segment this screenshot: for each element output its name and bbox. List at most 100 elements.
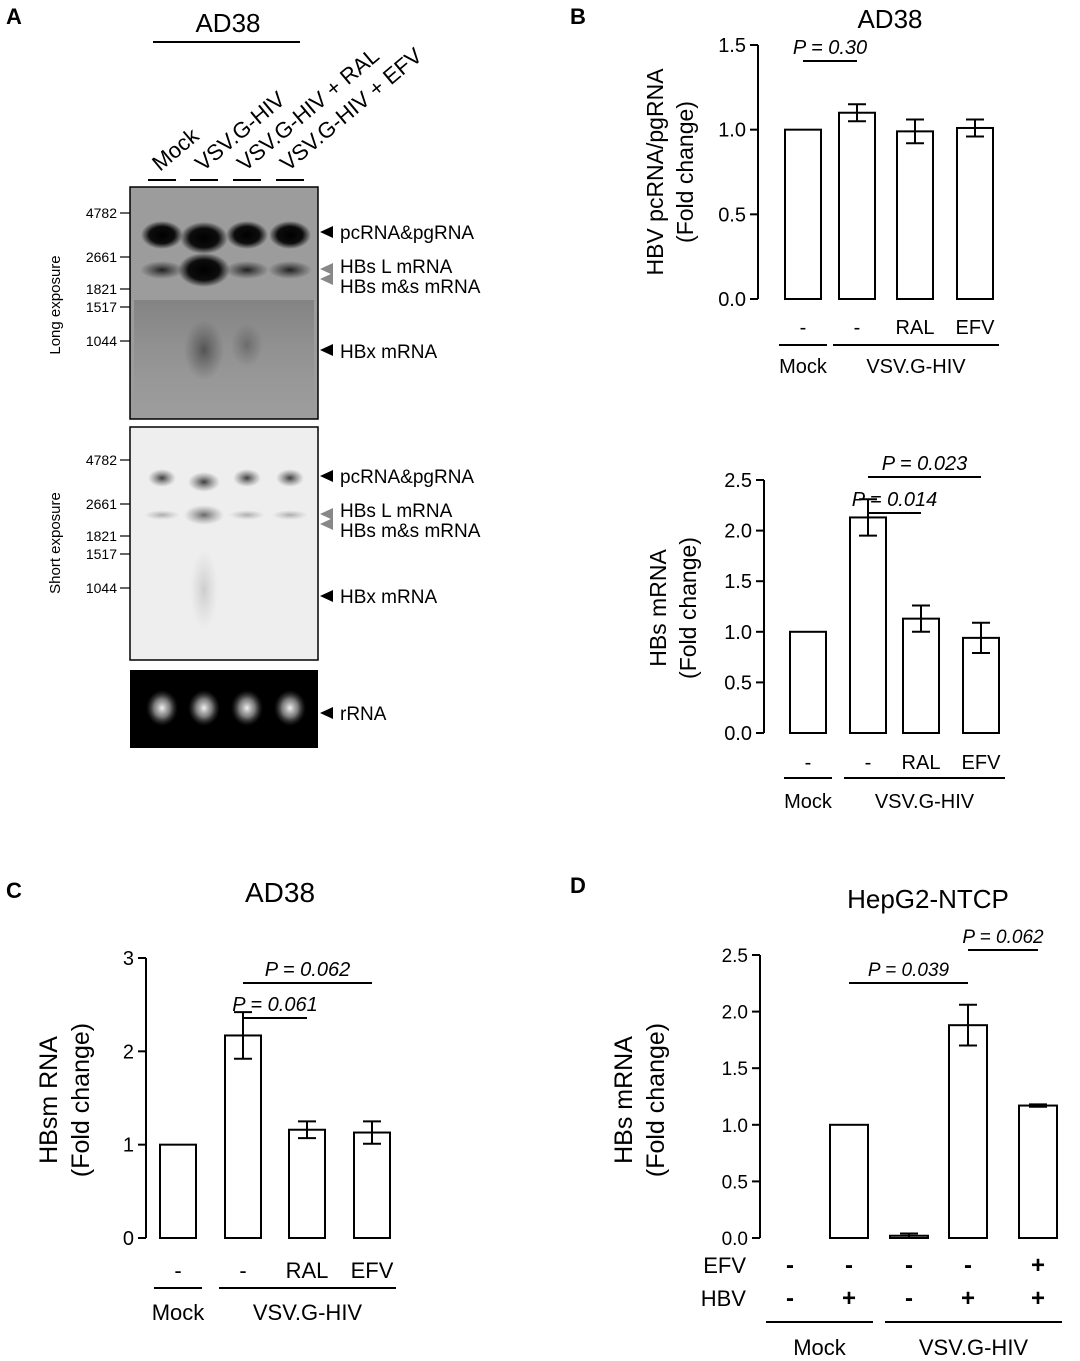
band-annotations-short: pcRNA&pgRNA HBs L mRNA HBs m&s mRNA HBx … [320, 467, 481, 608]
category-label: EFV [956, 317, 996, 339]
y-tick-label: 2.0 [724, 521, 752, 543]
blot-title: AD38 [195, 8, 260, 38]
bar-chart-2: HBs mRNA (Fold change) 0.0 0.5 1.0 1.5 2.0 2.5 -… [645, 453, 1005, 813]
band-label-rrna: rRNA [340, 704, 387, 725]
y-tick-label: 1 [123, 1135, 134, 1157]
marker-label: 1821 [86, 528, 117, 544]
y-tick-label: 0 [123, 1228, 134, 1250]
marker-label: 1821 [86, 281, 117, 297]
row-cell: + [1031, 1252, 1045, 1279]
row-cell: - [786, 1285, 794, 1312]
bar [288, 1128, 326, 1239]
band-label-hbx: HBx mRNA [340, 587, 437, 608]
long-exposure-bands [134, 221, 314, 410]
marker-label: 4782 [86, 452, 117, 468]
arrow-pcrna-icon [320, 226, 333, 238]
category-label: EFV [351, 1258, 394, 1283]
arrow-hbs-ms-icon [320, 273, 333, 285]
bar [789, 630, 827, 734]
bar [829, 1123, 869, 1240]
y-tick-label: 1.5 [722, 1059, 748, 1080]
y-axis-label: (Fold change) [675, 537, 701, 679]
group-label: Mock [779, 356, 828, 378]
y-tick-label: 2.5 [724, 470, 752, 492]
group-label: Mock [152, 1300, 206, 1325]
band-label-hbs-l: HBs L mRNA [340, 501, 453, 522]
y-axis-label: HBs mRNA [610, 1036, 638, 1164]
row-cell: - [964, 1252, 972, 1279]
row-cell: - [786, 1252, 794, 1279]
band-label-hbs-ms: HBs m&s mRNA [340, 277, 481, 298]
bar [1018, 1104, 1058, 1240]
y-tick-label: 1.0 [718, 120, 746, 142]
pvalue-label: P = 0.30 [793, 37, 867, 59]
arrow-rrna-icon [320, 707, 333, 719]
group-label: Mock [793, 1335, 847, 1360]
bar [948, 1024, 988, 1239]
category-label: - [174, 1258, 181, 1283]
band-label-hbx: HBx mRNA [340, 342, 437, 363]
y-tick-label: 2 [123, 1041, 134, 1063]
panel-label-a: A [6, 4, 22, 29]
pvalue-label: P = 0.039 [868, 960, 950, 981]
bar [784, 128, 822, 300]
marker-label: 1044 [86, 333, 117, 349]
y-axis-label: HBs mRNA [645, 549, 671, 667]
pvalue-label: P = 0.062 [962, 927, 1044, 948]
panel-label-d: D [570, 873, 586, 898]
y-tick-label: 1.0 [724, 622, 752, 644]
short-exposure-label: Short exposure [47, 492, 64, 594]
bar [353, 1131, 391, 1239]
arrow-hbs-l-icon [320, 263, 333, 275]
group-label: VSV.G-HIV [875, 791, 975, 813]
band-label-pcrna: pcRNA&pgRNA [340, 223, 474, 244]
size-markers-short: 4782 2661 1821 1517 1044 [86, 452, 130, 596]
row-cell: + [842, 1285, 856, 1312]
y-tick-label: 2.0 [722, 1003, 748, 1024]
row-cell: - [845, 1252, 853, 1279]
y-tick-label: 0.5 [718, 204, 746, 226]
marker-label: 2661 [86, 249, 117, 265]
marker-label: 2661 [86, 496, 117, 512]
y-tick-label: 3 [123, 948, 134, 970]
category-label: EFV [962, 752, 1002, 774]
category-label: - [865, 752, 872, 774]
category-label: RAL [902, 752, 941, 774]
bar [159, 1143, 197, 1239]
category-label: - [239, 1258, 246, 1283]
band-label-hbs-l: HBs L mRNA [340, 257, 453, 278]
panel-label-b: B [570, 4, 586, 29]
row-label: EFV [703, 1253, 746, 1278]
lane-label-mock: Mock [147, 122, 204, 176]
pvalue-label: P = 0.014 [852, 489, 937, 511]
short-exposure-bands [144, 469, 308, 630]
pvalue-label: P = 0.023 [882, 453, 967, 475]
chart-title: AD38 [857, 4, 922, 34]
chart-title: AD38 [245, 877, 315, 908]
y-tick-label: 0.5 [724, 672, 752, 694]
arrow-hbx-icon [320, 344, 333, 356]
row-cell: + [961, 1285, 975, 1312]
row-cell: - [905, 1285, 913, 1312]
marker-label: 4782 [86, 205, 117, 221]
pvalue-label: P = 0.062 [265, 959, 350, 981]
category-label: - [805, 752, 812, 774]
band-label-pcrna: pcRNA&pgRNA [340, 467, 474, 488]
bar-chart-1: AD38 HBV pcRNA/pgRNA (Fold change) 0.0 0.5 1.… [642, 4, 999, 378]
y-axis-label: HBV pcRNA/pgRNA [642, 68, 668, 276]
category-label: RAL [286, 1258, 329, 1283]
y-tick-label: 0.0 [724, 723, 752, 745]
category-label: - [854, 317, 861, 339]
panel-label-c: C [6, 878, 22, 903]
marker-label: 1044 [86, 580, 117, 596]
y-tick-label: 2.5 [722, 946, 748, 967]
row-cell: - [905, 1252, 913, 1279]
bar [902, 617, 940, 734]
row-cell: + [1031, 1285, 1045, 1312]
bar-chart-3: AD38 HBsm RNA (Fold change) 0 1 2 3 - - RAL EFV Moc… [35, 877, 396, 1325]
short-exposure-blot [129, 426, 319, 661]
y-tick-label: 0.0 [722, 1229, 748, 1250]
bar [956, 126, 994, 301]
y-tick-label: 1.5 [718, 35, 746, 57]
